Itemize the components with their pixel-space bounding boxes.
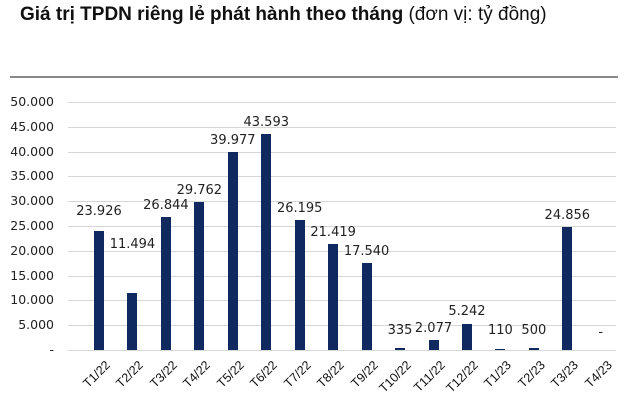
data-label: 29.762	[176, 183, 223, 199]
y-axis-tick-label: 5.000	[18, 317, 54, 332]
data-label: 2.077	[414, 320, 453, 336]
bar-t12-22	[461, 323, 472, 350]
y-axis-tick-label: 10.000	[10, 292, 54, 307]
chart-title-unit: (đơn vị: tỷ đồng)	[403, 4, 547, 25]
y-axis-tick-label: 25.000	[10, 218, 54, 233]
data-label: 43.593	[243, 114, 290, 130]
chart-title-main: Giá trị TPDN riêng lẻ phát hành theo thá…	[20, 4, 404, 25]
bar-t4-22	[194, 202, 205, 350]
bar-t3-23	[562, 226, 573, 350]
data-label: 5.242	[448, 303, 486, 319]
gridline	[68, 152, 616, 153]
gridline	[68, 102, 616, 103]
gridline	[68, 300, 616, 301]
data-label: 11.494	[109, 237, 156, 252]
data-label: 39.977	[210, 132, 256, 148]
y-axis-tick-label: 15.000	[10, 268, 54, 283]
chart-title: Giá trị TPDN riêng lẻ phát hành theo thá…	[20, 4, 547, 26]
data-label: 335	[387, 323, 413, 338]
y-axis-tick-label: 45.000	[10, 119, 54, 134]
gridline	[68, 226, 616, 227]
chart-frame-top-border	[10, 76, 618, 78]
bar-t3-22	[160, 216, 171, 350]
bar-t5-22	[227, 151, 238, 350]
data-label: 17.540	[343, 244, 390, 259]
gridline	[68, 325, 616, 326]
gridline	[68, 201, 616, 202]
data-label: 26.195	[276, 201, 323, 217]
bar-t2-23	[528, 347, 539, 350]
data-label: 23.926	[76, 204, 122, 219]
data-label: 26.844	[143, 197, 189, 213]
bar-t7-22	[294, 220, 305, 350]
bar-t10-22	[395, 348, 406, 350]
bar-t1-23	[495, 348, 506, 350]
data-label: 500	[521, 323, 547, 338]
gridline	[68, 276, 616, 277]
data-label: 24.856	[544, 207, 591, 223]
y-axis-tick-label: 40.000	[10, 144, 54, 159]
bar-t8-22	[328, 243, 339, 350]
y-axis-tick-label: -	[49, 342, 54, 357]
bar-t6-22	[261, 133, 272, 350]
y-axis-tick-label: 50.000	[10, 94, 54, 109]
bar-t11-22	[428, 339, 439, 350]
bar-t1-22	[94, 231, 104, 350]
bar-t9-22	[361, 263, 372, 350]
gridline	[68, 176, 616, 177]
gridline	[68, 127, 616, 128]
data-label: -	[598, 325, 604, 340]
gridline	[68, 251, 616, 252]
y-axis-tick-label: 30.000	[10, 193, 54, 208]
bar-t2-22	[127, 292, 138, 350]
data-label: 110	[487, 323, 513, 338]
y-axis-tick-label: 35.000	[10, 168, 54, 183]
data-label: 21.419	[310, 224, 356, 240]
gridline	[68, 350, 616, 351]
y-axis-tick-label: 20.000	[10, 243, 54, 258]
